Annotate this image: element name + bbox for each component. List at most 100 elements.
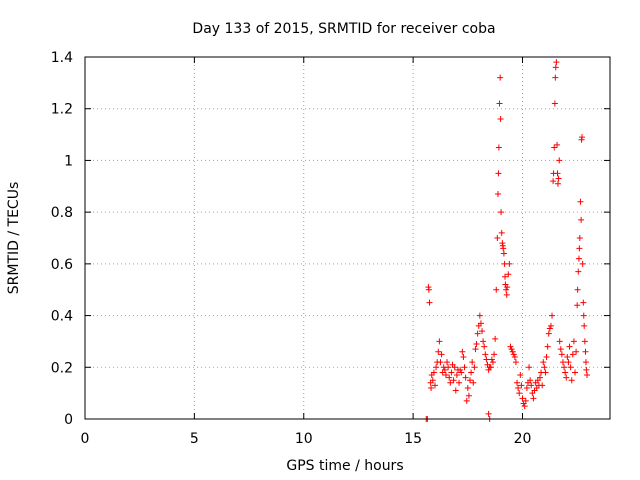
data-point [574,286,581,293]
data-point [498,229,505,236]
data-point [582,348,589,355]
data-point [509,348,516,355]
data-point [485,410,492,417]
data-point [582,359,589,366]
x-tick-label: 20 [514,431,532,447]
data-point [563,374,570,381]
data-point [496,100,503,107]
data-point [581,338,588,345]
y-tick-label: 0.4 [51,309,73,325]
data-point [556,157,563,164]
data-point [470,379,477,386]
data-point [436,338,443,345]
data-point [575,255,582,262]
data-point [500,250,507,257]
data-point [497,116,504,123]
data-point [461,364,468,371]
data-point [487,364,494,371]
x-axis-label: GPS time / hours [286,458,403,474]
data-point [497,74,504,81]
data-point [579,260,586,267]
data-point [464,384,471,391]
data-point [491,351,498,358]
data-point [473,341,480,348]
data-point [445,364,452,371]
y-tick-label: 0 [64,412,73,428]
x-tick-label: 5 [190,431,199,447]
data-point [576,245,583,252]
data-point [549,312,556,319]
x-tick-label: 10 [295,431,313,447]
data-point [555,175,562,182]
data-point [446,374,453,381]
data-point [495,191,501,198]
data-point [503,291,510,298]
data-point [515,384,522,391]
data-point [488,356,495,363]
y-tick-label: 0.6 [51,257,73,273]
data-point [428,384,435,391]
y-axis-label: SRMTID / TECUs [6,182,22,295]
plot-frame [84,56,611,420]
data-point [568,377,575,384]
data-point [489,359,496,366]
data-point [425,286,432,293]
data-point [578,216,585,223]
data-point [547,322,554,329]
grid [85,57,610,419]
data-point [482,351,489,358]
data-point [452,387,459,394]
data-point [537,374,543,381]
data-point [550,178,557,185]
data-point [572,369,578,376]
data-point [451,364,458,371]
data-point [569,351,576,358]
data-point [432,382,438,389]
y-tick-label: 1.4 [51,50,73,66]
data-point [468,369,475,376]
data-point [483,356,490,363]
data-point [433,364,440,371]
data-point [469,359,476,366]
data-point [510,351,517,358]
data-point [503,286,510,293]
data-point [554,180,561,187]
data-point [544,343,551,350]
data-point [505,271,512,278]
y-tick-label: 0.8 [51,205,73,221]
data-point [500,245,507,252]
data-point [448,369,455,376]
data-point [494,235,501,241]
data-point [540,359,547,366]
data-point [456,379,463,386]
data-point [492,335,499,342]
data-point [429,377,436,384]
data-point [517,372,524,379]
data-point [561,364,568,371]
data-point [476,312,483,319]
data-point [516,390,523,397]
data-point [581,322,588,329]
data-point [566,343,573,350]
x-tick-label: 15 [404,431,422,447]
data-point [504,284,511,291]
data-point [437,359,444,366]
data-point [435,348,442,355]
data-point [519,395,526,402]
data-point [570,338,577,345]
data-point [441,366,448,373]
data-point [554,170,561,177]
data-point [567,364,574,371]
data-point [553,59,560,66]
data-point [580,312,587,319]
data-point [514,379,521,386]
data-point [521,403,528,410]
data-point [462,374,469,381]
data-point [543,353,550,360]
data-point [442,372,449,379]
data-point [573,348,580,355]
data-point [458,369,465,376]
data-point [465,392,472,399]
y-tick-label: 0.2 [51,360,73,376]
